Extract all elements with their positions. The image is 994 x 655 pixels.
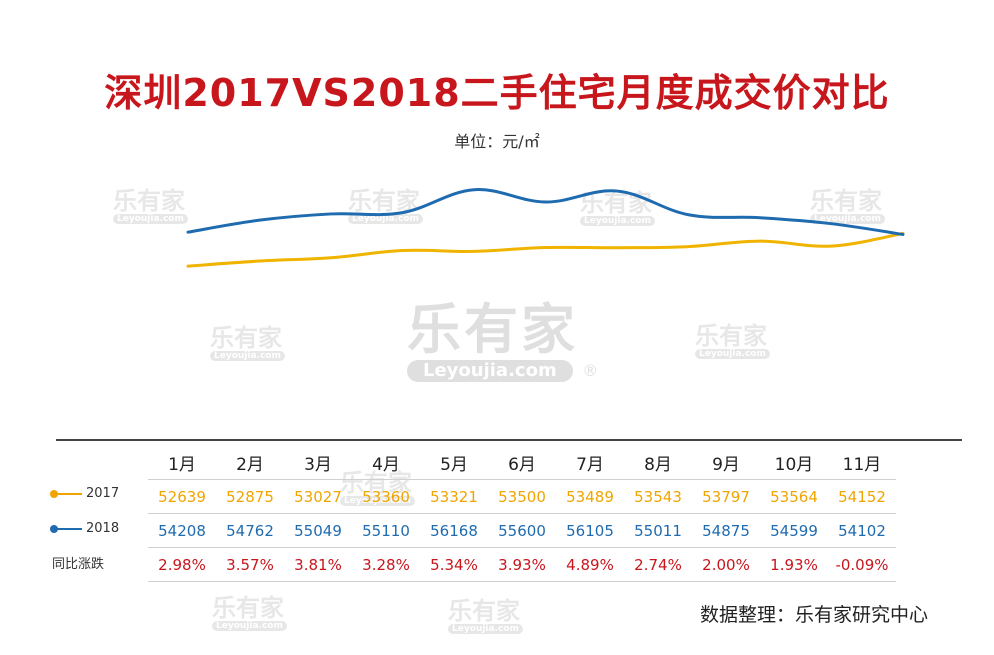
table-cell: 52875 <box>216 479 284 514</box>
series-line-2018 <box>186 188 905 236</box>
legend-2018: 2018 <box>50 521 120 536</box>
chart-title: 深圳2017VS2018二手住宅月度成交价对比 <box>104 71 890 115</box>
table-cell: 2.00% <box>692 547 760 582</box>
table-cell: 54875 <box>692 513 760 548</box>
table-cell: 54762 <box>216 513 284 548</box>
table-row: 52639 52875 53027 53360 53321 53500 53489 53543… <box>148 479 896 514</box>
month-header: 11月 <box>828 446 896 480</box>
table-cell: 3.93% <box>488 547 556 582</box>
month-header: 8月 <box>624 446 692 480</box>
month-header: 1月 <box>148 446 216 480</box>
table-top-rule <box>56 439 962 441</box>
table-cell: -0.09% <box>828 547 896 582</box>
table-cell: 3.57% <box>216 547 284 582</box>
table-cell: 53500 <box>488 479 556 514</box>
table-cell: 54599 <box>760 513 828 548</box>
legend-marker-2018 <box>50 524 58 533</box>
table-cell: 53027 <box>284 479 352 514</box>
table-row: 54208 54762 55049 55110 56168 55600 56105 55011… <box>148 513 896 548</box>
table-cell: 52639 <box>148 479 216 514</box>
legend-line-2017 <box>50 489 82 498</box>
month-header: 2月 <box>216 446 284 480</box>
month-header: 10月 <box>760 446 828 480</box>
table-cell: 55110 <box>352 513 420 548</box>
series-line-2017 <box>186 231 905 268</box>
table-cell: 3.28% <box>352 547 420 582</box>
registered-mark: ® <box>582 361 599 380</box>
month-header: 7月 <box>556 446 624 480</box>
center-watermark-logo: 乐有家 Leyoujia.com ® <box>407 298 599 382</box>
data-table: 1月 2月 3月 4月 5月 6月 7月 8月 9月 10月 11月 52639 52875 53027… <box>148 446 896 582</box>
table-cell: 55600 <box>488 513 556 548</box>
table-cell: 56105 <box>556 513 624 548</box>
month-header: 5月 <box>420 446 488 480</box>
month-header: 3月 <box>284 446 352 480</box>
table-cell: 54208 <box>148 513 216 548</box>
table-cell: 53564 <box>760 479 828 514</box>
legend-label-2017: 2017 <box>86 486 120 501</box>
unit-label: 单位：元/㎡ <box>454 132 540 151</box>
table-cell: 53360 <box>352 479 420 514</box>
table-cell: 53543 <box>624 479 692 514</box>
legend-2017: 2017 <box>50 486 120 501</box>
table-cell: 54152 <box>828 479 896 514</box>
table-cell: 1.93% <box>760 547 828 582</box>
table-cell: 56168 <box>420 513 488 548</box>
table-row: 2.98% 3.57% 3.81% 3.28% 5.34% 3.93% 4.89% 2.74%… <box>148 547 896 582</box>
table-cell: 55049 <box>284 513 352 548</box>
yoy-label-text: 同比涨跌 <box>52 557 105 572</box>
month-header: 4月 <box>352 446 420 480</box>
table-cell: 3.81% <box>284 547 352 582</box>
table-cell: 2.98% <box>148 547 216 582</box>
legend-label-2018: 2018 <box>86 521 120 536</box>
table-cell: 53797 <box>692 479 760 514</box>
month-header: 9月 <box>692 446 760 480</box>
table-cell: 5.34% <box>420 547 488 582</box>
legend-line-2018 <box>50 524 82 533</box>
legend-marker-2017 <box>50 489 58 498</box>
table-cell: 53489 <box>556 479 624 514</box>
yoy-row-label: 同比涨跌 <box>52 553 104 572</box>
table-cell: 55011 <box>624 513 692 548</box>
month-header: 6月 <box>488 446 556 480</box>
table-cell: 53321 <box>420 479 488 514</box>
data-source: 数据整理：乐有家研究中心 <box>699 604 928 626</box>
table-cell: 2.74% <box>624 547 692 582</box>
table-cell: 54102 <box>828 513 896 548</box>
table-cell: 4.89% <box>556 547 624 582</box>
